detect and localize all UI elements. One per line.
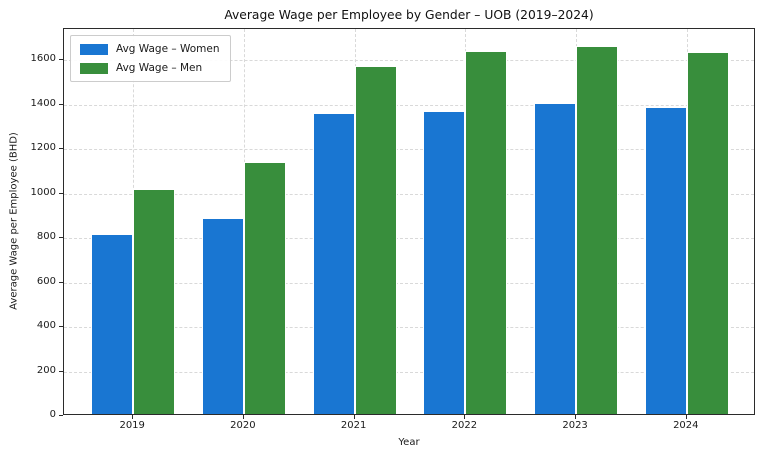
h-gridline: [64, 238, 754, 240]
bar-avg-wage-men-2023: [576, 45, 619, 414]
x-tick-label: 2021: [340, 420, 367, 431]
x-tick-label: 2022: [451, 420, 478, 431]
h-gridline: [64, 193, 754, 195]
h-gridline: [64, 104, 754, 106]
y-tick-mark: [59, 192, 63, 194]
legend: Avg Wage – Women Avg Wage – Men: [70, 35, 231, 82]
legend-label-men: Avg Wage – Men: [116, 62, 203, 74]
y-tick-label: 0: [49, 409, 56, 420]
h-gridline: [64, 60, 754, 62]
legend-swatch-women: [80, 43, 108, 55]
legend-entry-men: Avg Wage – Men: [80, 62, 220, 74]
legend-entry-women: Avg Wage – Women: [80, 43, 220, 55]
x-tick-mark: [464, 415, 466, 419]
y-tick-label: 400: [36, 320, 56, 332]
bar-avg-wage-women-2020: [201, 217, 244, 414]
x-tick-label: 2024: [673, 420, 699, 431]
y-tick-mark: [59, 281, 63, 283]
bar-avg-wage-men-2021: [354, 65, 397, 414]
chart-title: Average Wage per Employee by Gender – UO…: [224, 8, 594, 22]
legend-label-women: Avg Wage – Women: [116, 43, 220, 55]
y-tick-label: 200: [36, 364, 56, 376]
h-gridline: [64, 282, 754, 284]
bar-avg-wage-women-2024: [644, 107, 687, 414]
y-tick-label: 1400: [30, 97, 56, 109]
y-tick-mark: [59, 148, 63, 150]
bar-avg-wage-men-2019: [133, 189, 176, 414]
x-tick-label: 2023: [562, 420, 588, 431]
plot-area: Avg Wage – Women Avg Wage – Men: [63, 28, 755, 415]
y-tick-mark: [59, 415, 63, 416]
x-tick-mark: [575, 415, 577, 419]
h-gridline: [64, 371, 754, 373]
x-tick-label: 2020: [230, 420, 256, 431]
y-tick-mark: [59, 370, 63, 372]
y-tick-mark: [59, 237, 63, 239]
bar-avg-wage-women-2021: [312, 113, 355, 414]
y-tick-label: 1600: [30, 53, 56, 65]
x-tick-mark: [132, 415, 134, 419]
bar-avg-wage-women-2023: [534, 103, 577, 414]
y-tick-label: 600: [36, 275, 56, 287]
x-tick-mark: [685, 415, 687, 419]
y-tick-label: 1200: [30, 142, 56, 154]
x-tick-mark: [353, 415, 355, 419]
y-tick-mark: [59, 326, 63, 328]
y-tick-label: 1000: [30, 186, 56, 198]
bar-avg-wage-women-2022: [423, 110, 466, 414]
h-gridline: [64, 149, 754, 151]
bar-avg-wage-men-2020: [243, 162, 286, 414]
bar-avg-wage-men-2024: [686, 52, 729, 414]
y-tick-mark: [59, 103, 63, 105]
bar-avg-wage-men-2022: [465, 51, 508, 414]
y-tick-mark: [59, 59, 63, 61]
x-tick-mark: [242, 415, 244, 419]
bar-avg-wage-women-2019: [91, 233, 134, 414]
h-gridline: [64, 327, 754, 329]
y-tick-label: 800: [36, 231, 56, 243]
x-tick-label: 2019: [119, 420, 145, 431]
legend-swatch-men: [80, 62, 108, 74]
x-axis-label: Year: [398, 437, 420, 448]
